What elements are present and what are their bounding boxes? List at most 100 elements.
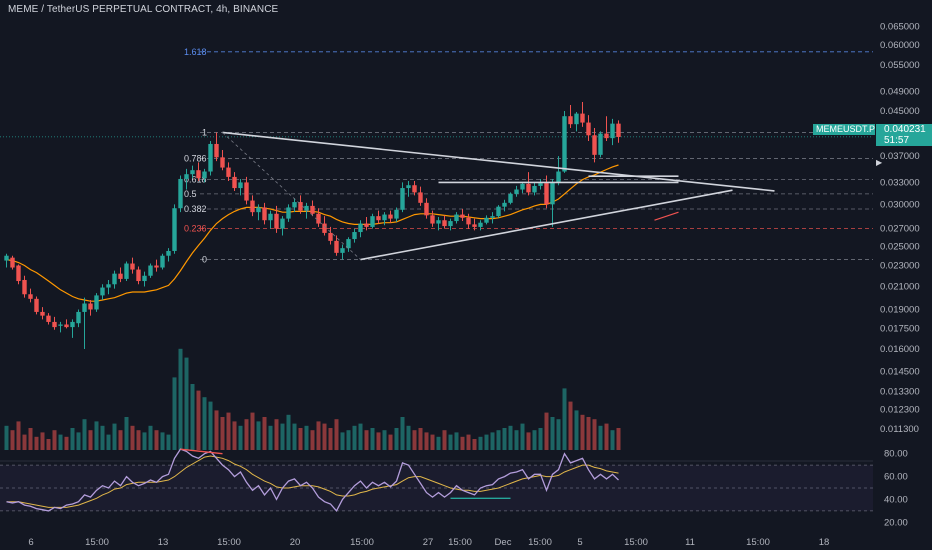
volume-bar (454, 432, 459, 450)
volume-bar (616, 428, 621, 450)
volume-bar (4, 425, 9, 450)
candle-body (70, 321, 75, 328)
volume-bar (430, 434, 435, 450)
price-tick-label: 0.030000 (880, 199, 920, 210)
candle-body (10, 257, 15, 268)
volume-bar (394, 428, 399, 450)
symbol-title[interactable]: MEME / TetherUS PERPETUAL CONTRACT, 4h, … (8, 4, 279, 15)
candle-body (274, 213, 279, 229)
candle-body (424, 202, 429, 216)
grid-layer (0, 136, 873, 462)
candle-body (148, 265, 153, 276)
volume-bar (346, 430, 351, 450)
triangle-right-icon[interactable]: ▶ (876, 158, 883, 167)
candle-body (100, 287, 105, 296)
candle-body (310, 205, 315, 214)
candle-body (112, 273, 117, 285)
candle-body (64, 324, 69, 328)
candle-body (340, 248, 345, 253)
volume-bar (448, 434, 453, 450)
time-tick-label: 15:00 (85, 537, 109, 548)
candle-body (370, 216, 375, 227)
time-tick-label: 20 (290, 537, 301, 548)
candle-body (526, 183, 531, 193)
time-axis[interactable]: 6 15:00 13 15:00 20 15:00 27 15:00 Dec 15:00 5 15:0… (28, 537, 829, 548)
candle-body (586, 122, 591, 136)
candle-body (250, 200, 255, 213)
trendline-drawings[interactable] (222, 131, 775, 261)
volume-bar (610, 430, 615, 450)
candle-body (226, 167, 231, 177)
candle-body (202, 171, 207, 179)
fib-level-label: 0.236 (184, 224, 207, 234)
candle-body (238, 182, 243, 189)
volume-bar (340, 432, 345, 450)
candle-body (604, 133, 609, 139)
volume-bar (280, 423, 285, 450)
volume-bar (46, 439, 51, 450)
volume-bar (106, 434, 111, 450)
volume-bar (520, 423, 525, 450)
rsi-tick-label: 20.00 (884, 517, 908, 528)
volume-bar (166, 434, 171, 450)
volume-bar (286, 414, 291, 450)
rsi-tick-label: 80.00 (884, 449, 908, 460)
fibonacci-retracement[interactable]: 1.618 1 0.786 0.618 0.5 0.382 0.236 0 (184, 47, 873, 265)
volume-bar (58, 434, 63, 450)
candle-body (184, 174, 189, 179)
candle-body (382, 214, 387, 221)
volume-bar (178, 348, 183, 450)
candle-body (130, 263, 135, 270)
volume-bar (268, 425, 273, 450)
volume-bar (310, 430, 315, 450)
candle-body (466, 217, 471, 225)
trendline (360, 189, 733, 261)
candle-body (328, 232, 333, 241)
candle-body (322, 223, 327, 233)
candle-body (538, 183, 543, 186)
volume-bar (202, 397, 207, 450)
candle-body (574, 113, 579, 125)
candle-body (256, 207, 261, 213)
volume-bar (214, 410, 219, 450)
rsi-tick-label: 60.00 (884, 472, 908, 483)
candle-body (478, 222, 483, 227)
candle-body (160, 255, 165, 268)
volume-bar (34, 436, 39, 450)
volume-bar (184, 357, 189, 450)
volume-bar (226, 412, 231, 450)
volume-bar (274, 419, 279, 450)
rsi-ma-line (6, 455, 619, 508)
candle-body (598, 133, 603, 155)
volume-bar (322, 423, 327, 450)
volume-bar (238, 425, 243, 450)
candle-body (316, 213, 321, 224)
volume-bar (190, 384, 195, 450)
candle-body (400, 188, 405, 210)
volume-bar (250, 412, 255, 450)
volume-bar (142, 432, 147, 450)
time-tick-label: 15:00 (528, 537, 552, 548)
fib-level-label: 0.5 (184, 189, 197, 199)
candle-body (16, 265, 21, 282)
volume-bar (376, 432, 381, 450)
candle-body (94, 295, 99, 310)
volume-bar (76, 432, 81, 450)
candle-body (448, 221, 453, 227)
rsi-tick-label: 40.00 (884, 494, 908, 505)
volume-bar (28, 428, 33, 450)
candle-body (232, 176, 237, 189)
price-tick-label: 0.013300 (880, 387, 920, 398)
candle-body (430, 215, 435, 224)
volume-bar (118, 430, 123, 450)
price-axis[interactable]: 0.065000 0.060000 0.055000 0.049000 0.045000… (880, 21, 920, 528)
candle-body (304, 205, 309, 211)
candle-body (286, 207, 291, 219)
rsi-pane[interactable] (0, 448, 873, 513)
candle-body (352, 232, 357, 240)
volume-bar (130, 425, 135, 450)
volume-bar (40, 432, 45, 450)
candle-body (496, 206, 501, 217)
